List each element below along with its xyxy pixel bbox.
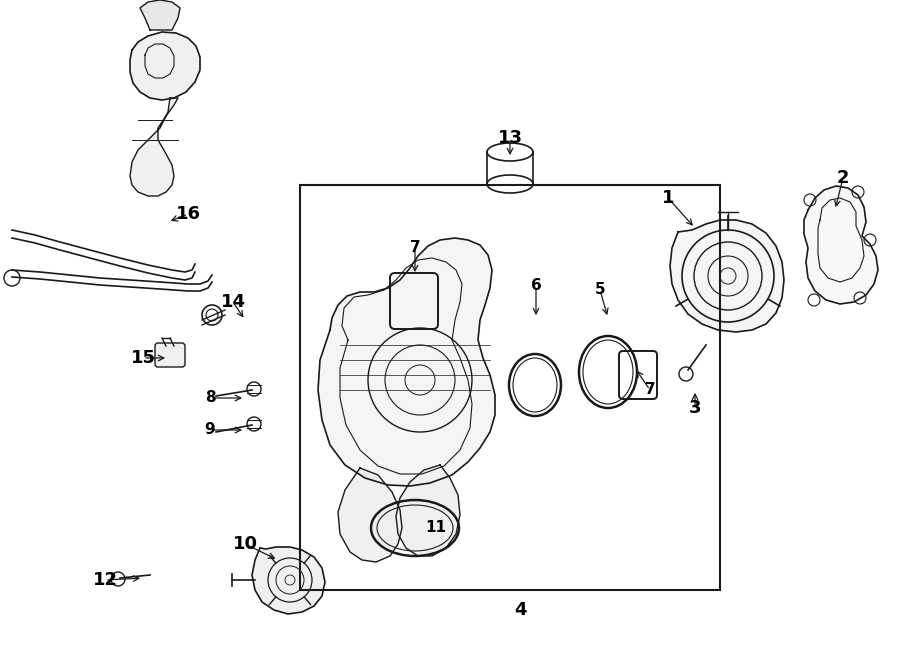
Polygon shape <box>670 220 784 332</box>
Text: 8: 8 <box>204 391 215 406</box>
Text: 6: 6 <box>531 279 542 293</box>
Text: 11: 11 <box>426 520 446 534</box>
Text: 7: 7 <box>410 240 420 256</box>
Bar <box>300 185 720 590</box>
Text: 2: 2 <box>837 169 850 187</box>
Text: 1: 1 <box>662 189 674 207</box>
Text: 7: 7 <box>644 383 655 397</box>
Polygon shape <box>130 32 200 100</box>
Text: 9: 9 <box>204 422 215 438</box>
Text: 4: 4 <box>514 601 526 619</box>
Polygon shape <box>338 468 402 562</box>
Text: 15: 15 <box>130 349 156 367</box>
Polygon shape <box>804 186 878 304</box>
Polygon shape <box>130 98 178 196</box>
Polygon shape <box>396 465 460 556</box>
FancyBboxPatch shape <box>155 343 185 367</box>
Text: 10: 10 <box>232 535 257 553</box>
Text: 13: 13 <box>498 129 523 147</box>
Text: 5: 5 <box>595 283 606 297</box>
Text: 3: 3 <box>688 399 701 417</box>
Polygon shape <box>140 0 180 30</box>
Text: 12: 12 <box>93 571 118 589</box>
Polygon shape <box>252 547 325 614</box>
Text: 16: 16 <box>176 205 201 223</box>
Polygon shape <box>318 238 495 486</box>
Text: 14: 14 <box>220 293 246 311</box>
